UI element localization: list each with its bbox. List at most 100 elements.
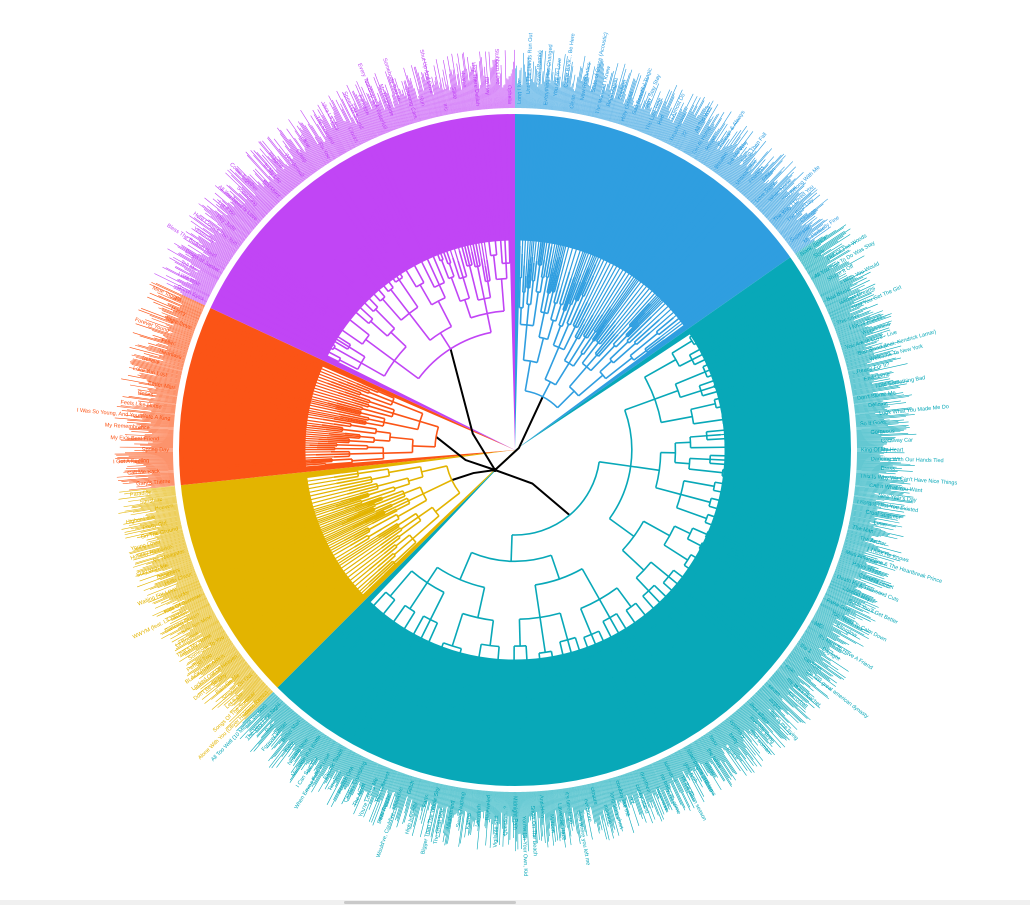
- leaf-label[interactable]: Stubborn Love: [493, 49, 501, 85]
- leaf-label[interactable]: Dress: [880, 466, 895, 473]
- leaf-tick: [799, 230, 845, 262]
- leaf-label[interactable]: Run: [264, 723, 275, 735]
- horizontal-scrollbar[interactable]: [0, 900, 1030, 905]
- leaf-label[interactable]: Call It What You Want: [869, 483, 923, 494]
- leaf-label[interactable]: Honey: [170, 306, 187, 318]
- leaf-label[interactable]: Feels Like Home: [120, 400, 162, 411]
- leaf-label[interactable]: Lucky: [174, 590, 190, 601]
- leaf-label[interactable]: marjorie: [602, 804, 613, 825]
- leaf-label[interactable]: Sunshine: [139, 497, 163, 506]
- branch-stem: [337, 444, 368, 447]
- leaf-label[interactable]: Heaven: [154, 503, 174, 512]
- leaf-tick: [742, 172, 763, 196]
- leaf-label[interactable]: Question...?: [503, 806, 510, 836]
- branch-stem: [420, 652, 428, 666]
- leaf-label[interactable]: 22: [681, 130, 689, 138]
- leaf-label[interactable]: Better Man: [148, 380, 176, 391]
- leaf-label[interactable]: My Ex's Best Friend: [110, 435, 159, 442]
- leaf-label[interactable]: hoax: [707, 734, 719, 747]
- leaf-label[interactable]: Lover: [873, 520, 888, 529]
- leaf-label[interactable]: Believe: [141, 356, 160, 366]
- leaf-label[interactable]: Delicate: [868, 401, 888, 409]
- leaf-label[interactable]: Gary's Theme: [136, 478, 171, 487]
- leaf-tick: [840, 329, 891, 347]
- leaf-tick: [252, 169, 282, 201]
- leaf-label[interactable]: ivy: [628, 796, 636, 805]
- leaf-label[interactable]: Vigilante Shit: [493, 815, 501, 848]
- leaf-label[interactable]: Look What You Made Me Do: [879, 404, 949, 417]
- leaf-label[interactable]: Dancing With Our Hands Tied: [871, 456, 944, 464]
- leaf-label[interactable]: Hey There Delilah: [470, 62, 481, 106]
- leaf-label[interactable]: Spring Day: [142, 447, 169, 453]
- leaf-label[interactable]: Starlight: [617, 79, 629, 101]
- leaf-label[interactable]: Everything Has Changed: [543, 44, 554, 105]
- leaf-label[interactable]: Sweet Nothing: [456, 792, 467, 828]
- leaf-label[interactable]: it's time to go: [563, 792, 574, 825]
- leaf-label[interactable]: My Remembrance: [105, 423, 150, 432]
- leaf-label[interactable]: I Got A Feeling: [113, 458, 149, 465]
- leaf-label[interactable]: So It Goes...: [860, 419, 891, 427]
- leaf-label[interactable]: Mastermind: [446, 800, 457, 829]
- leaf-tick: [633, 108, 642, 130]
- leaf-label[interactable]: ME!: [813, 621, 825, 631]
- leaf-tick: [568, 787, 573, 808]
- leaf-label[interactable]: New Year's Day: [878, 493, 917, 504]
- leaf-label[interactable]: Call Me Back: [127, 469, 160, 477]
- leaf-label[interactable]: Bejeweled: [485, 795, 493, 821]
- leaf-label[interactable]: Don't Blame Me: [857, 390, 896, 402]
- leaf-label[interactable]: Maroon: [548, 814, 556, 833]
- leaf-label[interactable]: Glitch: [406, 780, 416, 795]
- leaf-tick: [143, 437, 174, 439]
- leaf-label[interactable]: Pretty Girl: [142, 521, 167, 532]
- leaf-label[interactable]: Style: [813, 248, 827, 260]
- leaf-label[interactable]: Lavender Haze: [556, 803, 567, 841]
- leaf-label[interactable]: The Man: [852, 525, 875, 536]
- leaf-label[interactable]: the last great american dynasty: [805, 669, 870, 720]
- leaf-label[interactable]: Paris: [422, 794, 431, 808]
- leaf-label[interactable]: You're On Your Own, Kid: [521, 816, 529, 877]
- leaf-label[interactable]: Gorgeous: [870, 428, 895, 435]
- leaf-branch: [725, 418, 846, 431]
- leaf-label[interactable]: Karma: [465, 812, 473, 830]
- branch-stem: [337, 624, 350, 637]
- leaf-label[interactable]: End Game: [863, 372, 890, 383]
- leaf-label[interactable]: Until The Hands Run Out: [526, 32, 534, 94]
- leaf-label[interactable]: Fallin': [160, 338, 175, 348]
- leaf-label[interactable]: Midnight Rain: [512, 796, 518, 830]
- leaf-label[interactable]: exile: [783, 664, 796, 676]
- leaf-label[interactable]: Shut Up And Drive: [418, 49, 434, 94]
- leaf-label[interactable]: Name: [459, 73, 467, 88]
- leaf-label[interactable]: Paradise: [130, 490, 152, 498]
- leaf-label[interactable]: You Are In Love: [553, 58, 563, 97]
- leaf-tick: [631, 104, 641, 129]
- leaf-label[interactable]: Labyrinth: [475, 804, 483, 827]
- leaf-label[interactable]: Red: [657, 114, 667, 126]
- leaf-tick: [170, 586, 202, 601]
- branch-stem: [407, 641, 421, 665]
- leaf-label[interactable]: Ophelia: [506, 85, 512, 105]
- leaf-label[interactable]: Snow On The Beach: [529, 805, 538, 856]
- leaf-label[interactable]: Run: [417, 96, 425, 107]
- leaf-label[interactable]: King Of My Heart: [861, 447, 904, 453]
- leaf-branch: [584, 159, 677, 325]
- leaf-label[interactable]: the 1: [799, 643, 812, 655]
- leaf-label[interactable]: Slide: [450, 87, 458, 100]
- leaf-label[interactable]: evermore: [582, 798, 592, 822]
- leaf-label[interactable]: Waiting For Love: [137, 586, 178, 607]
- leaf-label[interactable]: Iris: [442, 103, 449, 112]
- leaf-tick: [310, 735, 328, 762]
- leaf-label[interactable]: Long Live: [517, 80, 523, 104]
- leaf-label[interactable]: closure: [589, 787, 599, 806]
- leaf-label[interactable]: Higher Love: [126, 515, 156, 526]
- leaf-label[interactable]: Anti-Hero: [537, 795, 545, 819]
- leaf-branch: [223, 537, 355, 610]
- leaf-label[interactable]: Getaway Car: [881, 438, 913, 445]
- scrollbar-thumb[interactable]: [344, 901, 516, 904]
- leaf-label[interactable]: Roses: [137, 390, 154, 398]
- leaf-tick: [560, 72, 567, 112]
- leaf-branch: [362, 670, 402, 746]
- leaf-label[interactable]: Ho Hey: [483, 77, 490, 96]
- leaf-label[interactable]: Come Back... Be Here: [563, 33, 577, 88]
- leaf-label[interactable]: Lover (Remix): [536, 50, 544, 85]
- leaf-label[interactable]: Clean: [569, 94, 577, 109]
